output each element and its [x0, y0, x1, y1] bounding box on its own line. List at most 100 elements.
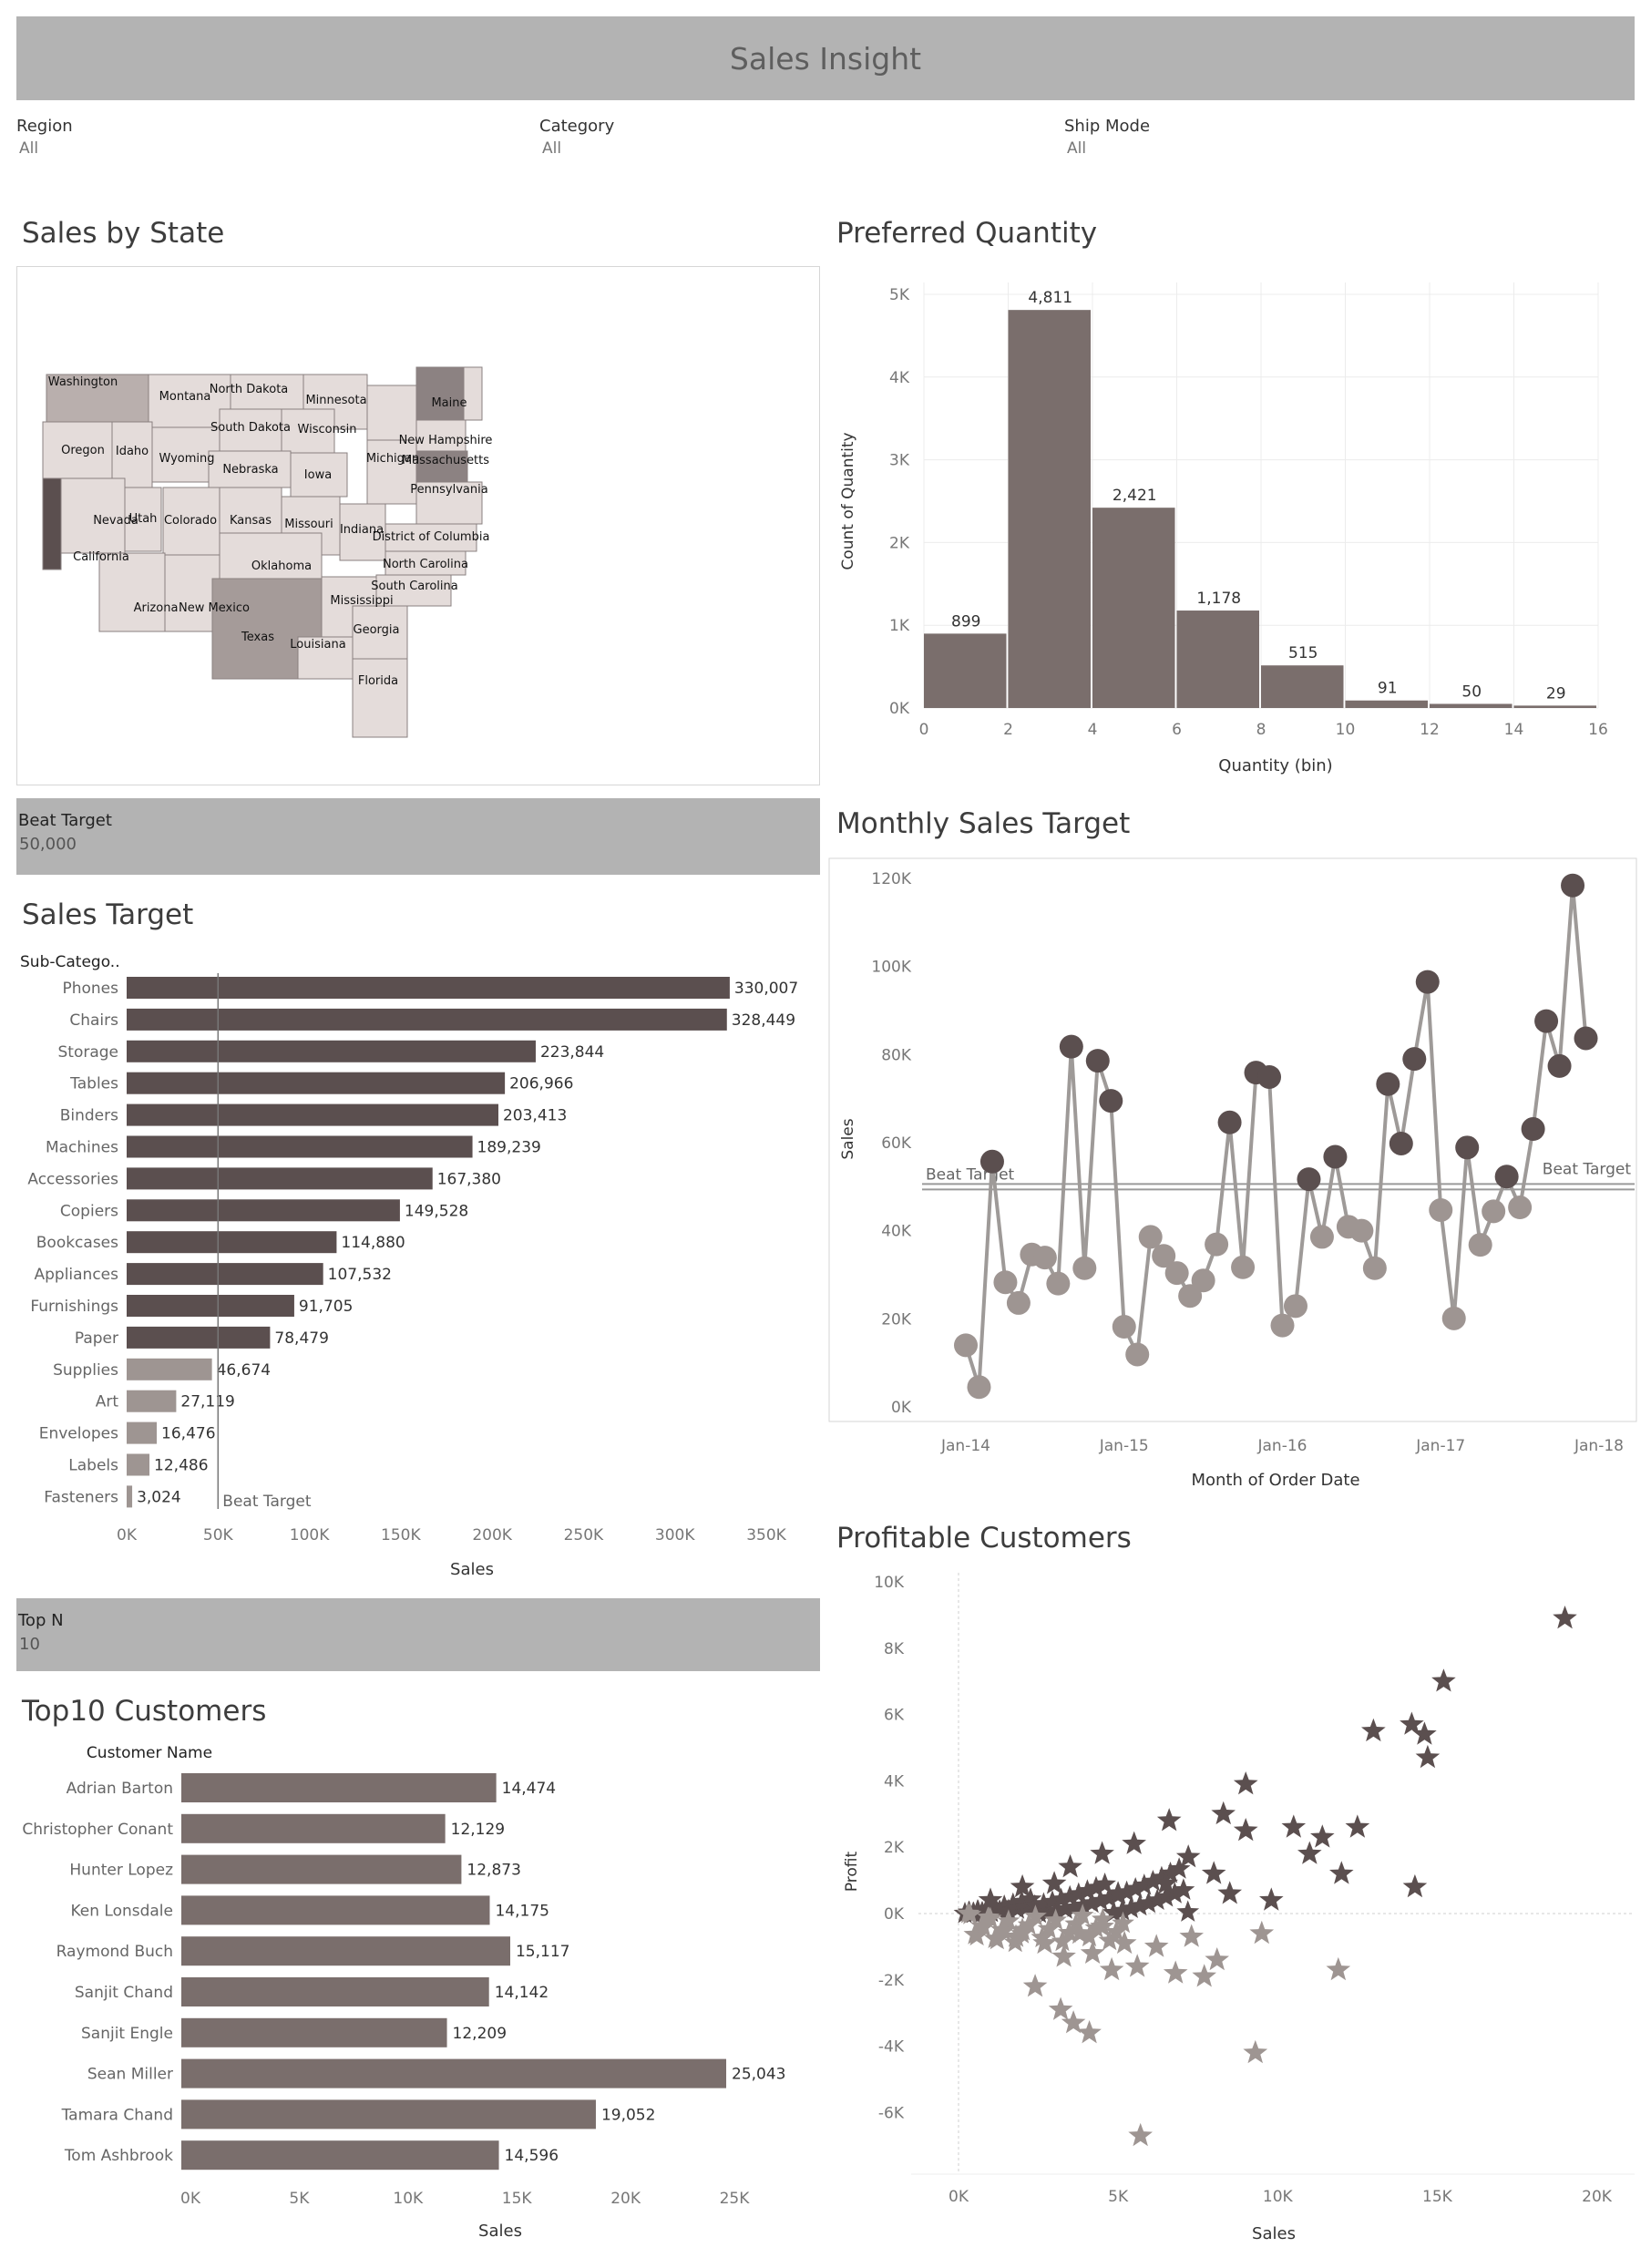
histogram-bar[interactable]	[924, 633, 1007, 708]
customer-point[interactable]	[1050, 1887, 1072, 1910]
monthly-sales-point[interactable]	[1006, 1290, 1031, 1315]
customer-point[interactable]	[1175, 1844, 1201, 1868]
customer-point[interactable]	[1067, 1882, 1091, 1904]
customer-point[interactable]	[1067, 1920, 1092, 1945]
monthly-sales-point[interactable]	[1468, 1233, 1492, 1257]
state-shape[interactable]	[230, 374, 304, 410]
monthly-sales-point[interactable]	[1402, 1047, 1427, 1072]
parameter-value[interactable]: 10	[19, 1635, 40, 1654]
customer-point[interactable]	[1233, 1771, 1258, 1795]
state-shape[interactable]	[352, 605, 408, 662]
monthly-sales-point[interactable]	[1191, 1268, 1215, 1293]
customer-point[interactable]	[1243, 2039, 1268, 2064]
sales-bar[interactable]	[127, 1135, 473, 1158]
state-shape[interactable]	[208, 450, 292, 488]
customer-point[interactable]	[1123, 1877, 1147, 1899]
customer-point[interactable]	[1076, 1879, 1099, 1901]
customer-point[interactable]	[1345, 1814, 1370, 1838]
state-shape[interactable]	[297, 636, 354, 680]
customer-point[interactable]	[1143, 1934, 1169, 1957]
monthly-sales-point[interactable]	[979, 1149, 1004, 1174]
monthly-sales-point[interactable]	[1112, 1315, 1136, 1339]
customer-point[interactable]	[1128, 1893, 1152, 1916]
customer-point[interactable]	[1150, 1865, 1174, 1888]
monthly-sales-point[interactable]	[1376, 1072, 1400, 1096]
customer-point[interactable]	[1402, 1873, 1428, 1898]
customer-point[interactable]	[1062, 1895, 1086, 1917]
sales-target-chart[interactable]: Sub-Catego.. Phones 330,007 Chairs 328,449 S…	[16, 944, 827, 1582]
customer-point[interactable]	[1111, 1899, 1134, 1921]
state-shape[interactable]	[98, 552, 166, 632]
customer-point[interactable]	[1041, 1871, 1067, 1894]
sales-bar[interactable]	[127, 1421, 158, 1444]
state-shape[interactable]	[385, 550, 467, 576]
sales-bar[interactable]	[127, 1358, 212, 1380]
monthly-sales-point[interactable]	[1441, 1306, 1466, 1330]
state-shape[interactable]	[375, 574, 452, 607]
customer-point[interactable]	[992, 1919, 1016, 1941]
state-shape[interactable]	[339, 503, 386, 561]
state-shape[interactable]	[148, 374, 231, 428]
customer-point[interactable]	[1044, 1908, 1067, 1931]
monthly-sales-point[interactable]	[967, 1375, 991, 1400]
sales-bar[interactable]	[127, 1485, 133, 1508]
customer-point[interactable]	[1201, 1861, 1226, 1884]
state-shape[interactable]	[219, 532, 323, 580]
customer-point[interactable]	[1211, 1801, 1236, 1825]
customer-point[interactable]	[1259, 1887, 1284, 1911]
histogram-bar[interactable]	[1430, 703, 1513, 708]
monthly-sales-point[interactable]	[1309, 1225, 1334, 1249]
customer-point[interactable]	[1064, 1912, 1088, 1934]
state-shape[interactable]	[124, 487, 162, 552]
customer-point[interactable]	[1078, 1924, 1101, 1947]
customer-point[interactable]	[965, 1924, 989, 1946]
customer-point[interactable]	[1104, 1920, 1128, 1942]
histogram-bar[interactable]	[1345, 700, 1429, 708]
monthly-sales-target-chart[interactable]: 0K 20K 40K 60K 80K 100K 120K Jan-14 Jan-15 Jan-16…	[827, 857, 1638, 1494]
customer-point[interactable]	[1017, 1913, 1041, 1935]
state-shape[interactable]	[42, 477, 62, 570]
state-shape[interactable]	[415, 450, 468, 483]
customer-point[interactable]	[959, 1903, 982, 1924]
state-shape[interactable]	[463, 366, 483, 421]
customer-point[interactable]	[1128, 2122, 1153, 2147]
histogram-bar[interactable]	[1261, 665, 1344, 708]
customer-point[interactable]	[1051, 1929, 1074, 1952]
customer-point[interactable]	[1098, 1928, 1122, 1951]
monthly-sales-point[interactable]	[1547, 1053, 1572, 1078]
top-n-parameter[interactable]: Top N 10	[16, 1598, 820, 1671]
customer-point[interactable]	[1071, 1904, 1094, 1925]
customer-point[interactable]	[1080, 1940, 1105, 1964]
customer-point[interactable]	[1154, 1885, 1178, 1907]
sales-bar[interactable]	[127, 1326, 271, 1349]
customer-point[interactable]	[1192, 1964, 1216, 1987]
customer-point[interactable]	[1124, 1954, 1150, 1977]
customer-point[interactable]	[1019, 1887, 1042, 1909]
customer-point[interactable]	[1249, 1920, 1275, 1945]
customer-bar[interactable]	[181, 1936, 510, 1966]
filter-category[interactable]: Category All	[539, 117, 614, 158]
monthly-sales-point[interactable]	[993, 1270, 1018, 1295]
customer-point[interactable]	[1080, 1891, 1103, 1914]
customer-point[interactable]	[1137, 1891, 1160, 1914]
customer-point[interactable]	[985, 1927, 1009, 1950]
customer-point[interactable]	[1003, 1924, 1029, 1947]
customer-point[interactable]	[997, 1909, 1020, 1932]
customer-point[interactable]	[1431, 1668, 1456, 1692]
state-shape[interactable]	[366, 385, 423, 441]
sales-bar[interactable]	[127, 1231, 337, 1254]
customer-point[interactable]	[1058, 1854, 1082, 1878]
customer-point[interactable]	[1553, 1606, 1577, 1629]
state-shape[interactable]	[219, 408, 282, 452]
monthly-sales-point[interactable]	[1072, 1256, 1097, 1280]
monthly-sales-point[interactable]	[1482, 1199, 1506, 1224]
customer-point[interactable]	[1112, 1930, 1137, 1955]
customer-point[interactable]	[1023, 1893, 1047, 1916]
customer-point[interactable]	[1142, 1870, 1164, 1892]
state-shape[interactable]	[352, 658, 408, 738]
customer-point[interactable]	[1412, 1721, 1437, 1745]
monthly-sales-point[interactable]	[1508, 1196, 1533, 1220]
customer-point[interactable]	[1028, 1901, 1051, 1924]
customer-point[interactable]	[1176, 1900, 1200, 1922]
